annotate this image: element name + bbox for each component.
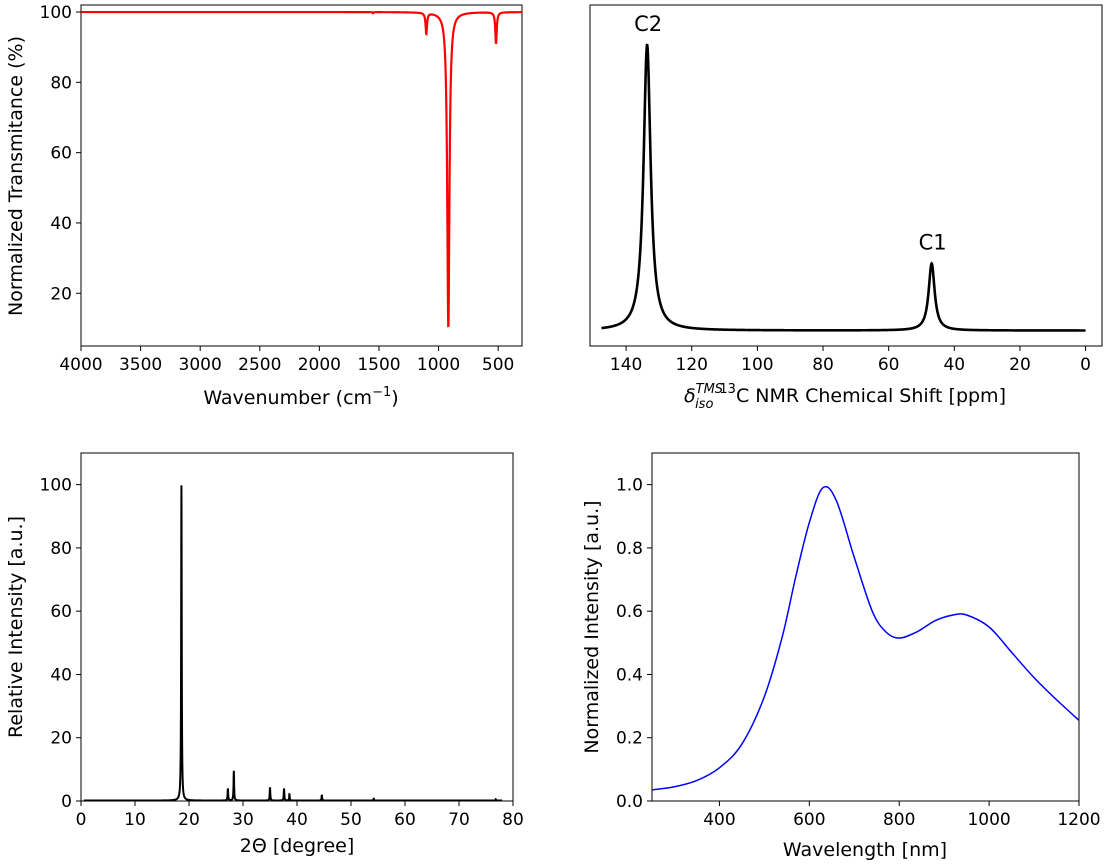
nmr-ticks: 140 120 100 80 60 40 20 0 — [610, 346, 1091, 375]
ir-y-tick-label: 20 — [50, 284, 72, 304]
ir-x-tick-label: 3000 — [179, 355, 222, 375]
nmr-peak-labels: C2 C1 — [634, 12, 947, 255]
ir-y-axis-title: Normalized Transmitance (%) — [5, 36, 27, 316]
ir-x-tick-label: 2000 — [298, 355, 341, 375]
uv-x-tick-label: 1200 — [1057, 810, 1100, 830]
ir-y-tick-label: 60 — [50, 144, 72, 164]
xrd-x-tick-label: 50 — [340, 810, 362, 830]
nmr-x-axis-title-sub: iso — [695, 397, 713, 412]
nmr-x-axis-title: δTMS iso13C NMR Chemical Shift [ppm] — [684, 382, 1006, 412]
ir-plot-frame — [80, 4, 523, 347]
uv-y-tick-label: 0.4 — [616, 665, 643, 685]
nmr-x-tick-label: 100 — [741, 355, 773, 375]
uv-x-axis-title: Wavelength [nm] — [783, 839, 947, 861]
xrd-x-tick-label: 40 — [286, 810, 308, 830]
nmr-peak-label-c2: C2 — [634, 12, 662, 36]
xrd-y-axis-title: Relative Intensity [a.u.] — [5, 516, 27, 738]
ir-y-tick-label: 100 — [40, 3, 72, 23]
ir-spectrum-line — [81, 10, 522, 328]
ir-ticks: 4000 3500 3000 2500 2000 1500 1000 500 20 40 60 80 1… — [40, 3, 515, 375]
nmr-x-tick-label: 40 — [943, 355, 965, 375]
xrd-x-tick-label: 0 — [76, 810, 87, 830]
nmr-x-tick-label: 140 — [610, 355, 642, 375]
uv-x-tick-label: 1000 — [967, 810, 1010, 830]
uv-ticks: 400 600 800 1000 1200 0.0 0.2 0.4 0.6 0.8 1.0 — [616, 476, 1101, 830]
xrd-x-tick-label: 80 — [502, 810, 524, 830]
uv-y-tick-label: 0.2 — [616, 729, 643, 749]
uv-plot-frame — [651, 452, 1080, 802]
xrd-x-tick-label: 60 — [394, 810, 416, 830]
xrd-x-tick-label: 10 — [124, 810, 146, 830]
uv-y-axis-title: Normalized Intensity [a.u.] — [581, 500, 603, 753]
xrd-y-tick-label: 20 — [50, 729, 72, 749]
uv-y-tick-label: 0.6 — [616, 602, 643, 622]
uv-y-tick-label: 0.0 — [616, 792, 643, 812]
ir-y-tick-label: 80 — [50, 73, 72, 93]
uv-spectrum-line — [651, 485, 1080, 791]
uv-x-tick-label: 400 — [703, 810, 735, 830]
ir-x-tick-label: 1000 — [417, 355, 460, 375]
nmr-peak-label-c1: C1 — [919, 231, 947, 255]
xrd-x-tick-label: 70 — [448, 810, 470, 830]
xrd-y-tick-label: 60 — [50, 602, 72, 622]
ir-x-tick-label: 2500 — [238, 355, 281, 375]
ir-x-tick-label: 500 — [482, 355, 514, 375]
uv-y-tick-label: 0.8 — [616, 539, 643, 559]
xrd-y-tick-label: 0 — [61, 792, 72, 812]
ir-x-tick-label: 1500 — [357, 355, 400, 375]
ir-x-axis-title-end: ) — [391, 387, 398, 409]
uv-x-tick-label: 800 — [883, 810, 915, 830]
uv-x-tick-label: 600 — [793, 810, 825, 830]
xrd-x-axis-title: 2Θ [degree] — [240, 835, 355, 857]
ir-x-tick-label: 4000 — [59, 355, 102, 375]
nmr-plot-frame — [589, 4, 1103, 347]
ir-chart: 4000 3500 3000 2500 2000 1500 1000 500 20 40 60 80 1… — [5, 3, 523, 409]
ir-x-axis-title-sup: −1 — [372, 385, 391, 400]
nmr-x-tick-label: 0 — [1080, 355, 1091, 375]
nmr-x-tick-label: 80 — [812, 355, 834, 375]
xrd-plot-frame — [80, 452, 514, 802]
nmr-x-axis-title-rest: C NMR Chemical Shift [ppm] — [736, 385, 1006, 407]
nmr-x-tick-label: 120 — [676, 355, 708, 375]
xrd-y-tick-label: 40 — [50, 665, 72, 685]
xrd-x-tick-label: 20 — [178, 810, 200, 830]
xrd-y-tick-label: 80 — [50, 539, 72, 559]
uv-y-tick-label: 1.0 — [616, 476, 643, 496]
nmr-spectrum-line — [601, 43, 1086, 332]
xrd-ticks: 0 10 20 30 40 50 60 70 80 0 20 40 60 80 100 — [40, 476, 524, 830]
xrd-chart: 0 10 20 30 40 50 60 70 80 0 20 40 60 80 100 2Θ [degree… — [5, 452, 524, 857]
nmr-x-axis-title-sup2: 13 — [719, 382, 736, 397]
ir-y-tick-label: 40 — [50, 214, 72, 234]
xrd-pattern-line — [83, 485, 503, 802]
nmr-x-tick-label: 20 — [1009, 355, 1031, 375]
uv-chart: 400 600 800 1000 1200 0.0 0.2 0.4 0.6 0.8 1.0 Wave… — [581, 452, 1101, 861]
ir-x-axis-title: Wavenumber (cm−1) — [203, 385, 398, 409]
nmr-x-tick-label: 60 — [878, 355, 900, 375]
xrd-y-tick-label: 100 — [40, 476, 72, 496]
ir-x-tick-label: 3500 — [119, 355, 162, 375]
nmr-x-axis-title-sup: TMS — [696, 382, 723, 397]
xrd-x-tick-label: 30 — [232, 810, 254, 830]
